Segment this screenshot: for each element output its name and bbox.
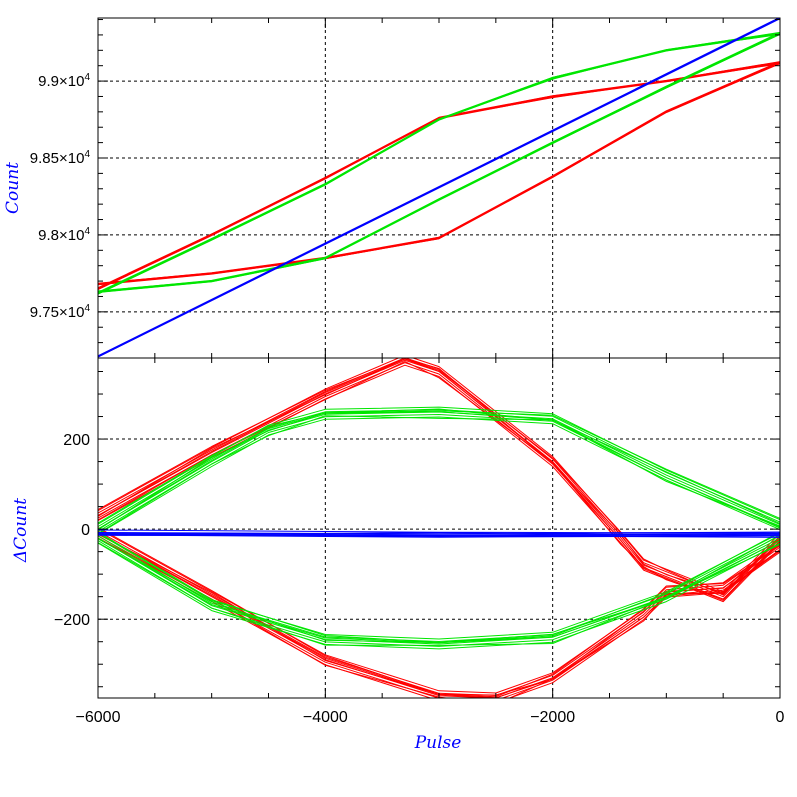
x-tick-label: −2000 xyxy=(530,709,575,726)
x-tick-label: −4000 xyxy=(303,709,348,726)
x-tick-label: −6000 xyxy=(76,709,121,726)
y-tick-label: 0 xyxy=(81,522,90,539)
y-tick-label: 200 xyxy=(63,432,90,449)
series-line-red xyxy=(98,358,780,593)
series-line-green xyxy=(98,535,780,642)
top-ytick-labels: 9.75×104 9.8×104 9.85×104 9.9×104 xyxy=(30,72,91,321)
top-ticks xyxy=(97,18,781,359)
x-tick-label: 0 xyxy=(776,709,785,726)
top-series xyxy=(98,18,780,358)
y-tick-label: 9.9×104 xyxy=(38,72,90,90)
series-line-green xyxy=(98,532,780,640)
series-line-red xyxy=(98,538,780,698)
series-line-green xyxy=(98,411,780,530)
bottom-y-axis-label: ΔCount xyxy=(11,498,31,563)
y-tick-label: −200 xyxy=(54,612,90,629)
y-tick-label: 9.85×104 xyxy=(30,149,91,167)
series-line-blue xyxy=(98,532,780,536)
series-line-green xyxy=(98,531,780,643)
y-tick-label: 9.8×104 xyxy=(38,226,90,244)
top-y-axis-label: Count xyxy=(3,162,23,214)
bottom-xtick-labels: −6000 −4000 −2000 0 xyxy=(76,709,785,726)
series-line-green xyxy=(98,406,780,525)
bottom-series xyxy=(98,358,780,698)
bottom-ytick-labels: −200 0 200 xyxy=(54,432,90,629)
series-line-red xyxy=(98,358,780,594)
series-line-blue xyxy=(98,533,780,537)
bottom-ticks xyxy=(97,358,781,698)
y-tick-label: 9.75×104 xyxy=(30,303,91,321)
x-axis-label: Pulse xyxy=(414,733,462,753)
series-line-green xyxy=(98,537,780,645)
series-line-green xyxy=(98,409,780,528)
top-grid xyxy=(98,18,780,358)
series-line-green xyxy=(98,542,780,650)
series-line-green xyxy=(98,32,780,294)
top-panel: 9.75×104 9.8×104 9.85×104 9.9×104 Count xyxy=(3,17,781,359)
series-line-green xyxy=(98,540,780,647)
series-line-red xyxy=(98,535,780,698)
series-line-green xyxy=(98,411,780,530)
series-line-red xyxy=(98,358,780,595)
series-line-blue xyxy=(98,529,780,534)
series-line-blue xyxy=(98,18,780,357)
